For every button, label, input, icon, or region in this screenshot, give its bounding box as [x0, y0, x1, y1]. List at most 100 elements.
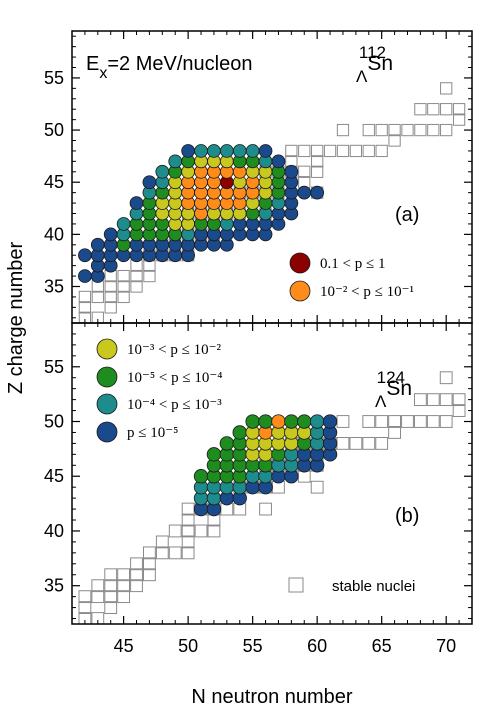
stable-nucleus-square	[207, 524, 221, 538]
fragment-point-orange	[271, 414, 286, 429]
x-axis-title: N neutron number	[191, 686, 353, 708]
nucleus-label: 112 ΛSn	[356, 43, 393, 86]
y-tick-label: 55	[44, 68, 64, 88]
stable-nucleus-square	[285, 144, 298, 158]
stable-nucleus-square	[181, 513, 195, 527]
legend-label: 0.1 < p ≤ 1	[320, 256, 385, 272]
x-tick-label: 55	[243, 636, 263, 656]
stable-nucleus-square	[323, 144, 337, 158]
stable-nucleus-square	[155, 535, 169, 549]
panel-label: (a)	[395, 204, 419, 226]
y-tick-label: 45	[44, 172, 64, 192]
fragment-point-blue	[142, 175, 157, 190]
stable-nucleus-square	[362, 415, 376, 428]
nucleus-label: 124 ΛSn	[375, 368, 412, 411]
stable-nucleus-square	[91, 590, 105, 604]
stable-nucleus-square	[362, 144, 375, 158]
x-tick-label: 45	[114, 636, 134, 656]
fragment-point-blue	[271, 154, 286, 169]
stable-nucleus-square	[375, 436, 389, 450]
stable-nucleus-square	[130, 557, 143, 571]
stable-nucleus-square	[91, 612, 105, 624]
stable-nucleus-square	[413, 393, 427, 407]
stable-nucleus-square	[439, 393, 453, 407]
fragment-point-teal	[245, 144, 260, 158]
stable-nucleus-square	[440, 123, 453, 137]
stable-nucleus-square	[91, 579, 105, 593]
stable-nucleus-square	[427, 123, 440, 137]
stable-nucleus-square	[388, 415, 401, 428]
fragment-point-blue	[181, 144, 195, 158]
stable-nucleus-square	[181, 502, 195, 516]
stable-nucleus-square	[104, 568, 118, 582]
fragment-point-green	[193, 469, 209, 484]
stable-nucleus-square	[91, 290, 104, 304]
legend-marker-blue	[96, 421, 118, 443]
legend-label: 10⁻⁵ < p ≤ 10⁻⁴	[127, 370, 223, 386]
fragment-point-green	[297, 414, 312, 429]
x-tick-label: 50	[178, 636, 198, 656]
fragment-point-green	[284, 414, 299, 429]
legend-marker-teal	[96, 393, 118, 415]
stable-nucleus-square	[311, 144, 324, 158]
stable-nucleus-square	[259, 502, 272, 516]
stable-nucleus-square	[439, 371, 453, 385]
fragment-point-teal	[309, 414, 325, 429]
panel-b: 35 40 45 50 55 124 ΛSn (b)	[44, 322, 473, 625]
stable-nucleus-square	[401, 415, 414, 428]
panel-label: (b)	[395, 505, 419, 527]
stable-nucleus-square	[117, 579, 131, 593]
stable-nucleus-square	[104, 579, 118, 593]
stable-nucleus-square	[130, 579, 143, 593]
fragment-point-green	[219, 436, 235, 451]
stable-nucleus-square	[388, 123, 401, 137]
stable-nucleus-square	[104, 601, 118, 614]
stable-nucleus-square	[181, 535, 195, 549]
fragment-point-teal	[219, 144, 234, 158]
fragment-point-blue	[258, 144, 273, 158]
stable-nucleus-square	[143, 557, 156, 571]
y-tick-label: 50	[44, 412, 64, 432]
fragment-point-teal	[207, 144, 221, 158]
stable-nucleus-square	[91, 311, 104, 323]
stable-nucleus-square	[78, 311, 92, 323]
y-tick-label: 50	[44, 120, 64, 140]
fragment-point-blue	[90, 237, 105, 252]
stable-nucleus-square	[310, 480, 324, 494]
stable-nucleus-square	[168, 546, 182, 560]
legend-marker-stable	[288, 577, 304, 593]
stable-nucleus-square	[143, 568, 156, 582]
fragment-point-teal	[232, 144, 247, 158]
energy-title: Ex=2 MeV/nucleon	[86, 53, 252, 82]
stable-nucleus-square	[104, 280, 117, 293]
stable-nucleus-square	[117, 280, 130, 293]
legend-label-stable: stable nuclei	[332, 578, 415, 595]
stable-nucleus-square	[388, 426, 401, 439]
stable-nucleus-square	[298, 144, 311, 158]
stable-nucleus-square	[181, 546, 195, 560]
stable-nucleus-square	[336, 415, 350, 428]
legend-marker-dark-red	[289, 252, 311, 274]
fragment-point-green	[245, 414, 260, 429]
legend-label: 10⁻² < p ≤ 10⁻¹	[320, 284, 414, 300]
stable-nucleus-square	[336, 436, 350, 450]
stable-nucleus-square	[426, 393, 440, 407]
stable-nucleus-square	[452, 404, 466, 417]
stable-nucleus-square	[452, 113, 466, 126]
y-tick-label: 55	[44, 357, 64, 377]
fragment-point-teal	[116, 217, 131, 231]
stable-nucleus-square	[362, 123, 375, 137]
stable-nucleus-square	[375, 415, 389, 428]
legend-label: 10⁻⁴ < p ≤ 10⁻³	[127, 397, 222, 413]
stable-nucleus-square	[78, 601, 92, 614]
stable-nucleus-square	[130, 280, 143, 293]
stable-nucleus-square	[78, 590, 92, 604]
stable-nucleus-square	[104, 590, 118, 604]
fragment-point-green	[258, 414, 273, 429]
y-tick-label: 35	[44, 277, 64, 297]
stable-nucleus-square	[440, 103, 453, 116]
fragment-point-blue	[297, 185, 312, 200]
stable-nucleus-square	[130, 568, 143, 582]
fragment-point-teal	[155, 164, 170, 179]
